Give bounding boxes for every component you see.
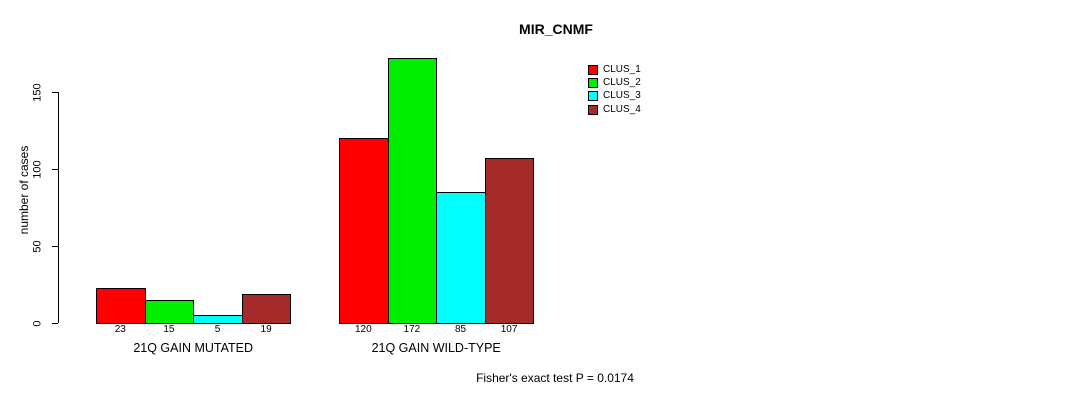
- y-axis-label: number of cases: [17, 145, 31, 235]
- bar-value-label: 107: [500, 324, 518, 335]
- y-axis-tick-label: 50: [31, 239, 44, 253]
- legend-item-clus-3: CLUS_3: [588, 90, 641, 103]
- legend-swatch-icon: [588, 64, 598, 75]
- legend-swatch-icon: [588, 77, 598, 88]
- bar-clus-1-21q-gain-mutated: [96, 287, 146, 324]
- y-axis-line: [58, 92, 60, 323]
- bar-value-label: 5: [214, 324, 221, 335]
- fisher-test-caption: Fisher's exact test P = 0.0174: [476, 371, 634, 385]
- bar-clus-2-21q-gain-mutated: [144, 299, 195, 324]
- y-axis-tick: [52, 92, 58, 94]
- bar-clus-2-21q-gain-wild-type: [387, 58, 438, 324]
- legend-swatch-icon: [588, 91, 598, 102]
- bar-value-label: 172: [403, 324, 421, 335]
- y-axis-tick-label: 150: [31, 82, 44, 102]
- bar-clus-3-21q-gain-mutated: [193, 315, 243, 324]
- y-axis-tick: [52, 246, 58, 248]
- y-axis-tick: [52, 323, 58, 325]
- category-label-21q-gain-wild-type: 21Q GAIN WILD-TYPE: [371, 341, 501, 355]
- bar-clus-4-21q-gain-mutated: [241, 293, 292, 324]
- bar-clus-4-21q-gain-wild-type: [484, 158, 535, 324]
- legend-label: CLUS_1: [603, 63, 641, 75]
- legend-label: CLUS_2: [603, 76, 641, 88]
- bar-clus-1-21q-gain-wild-type: [339, 138, 389, 324]
- legend-item-clus-1: CLUS_1: [588, 63, 641, 76]
- legend-item-clus-2: CLUS_2: [588, 76, 641, 89]
- y-axis-tick-label: 0: [31, 319, 44, 327]
- legend: CLUS_1 CLUS_2 CLUS_3 CLUS_4: [588, 63, 641, 116]
- legend-label: CLUS_3: [603, 90, 641, 102]
- bar-value-label: 23: [114, 324, 126, 335]
- chart-title: MIR_CNMF: [519, 21, 593, 37]
- category-label-21q-gain-mutated: 21Q GAIN MUTATED: [133, 341, 254, 355]
- legend-swatch-icon: [588, 104, 598, 115]
- y-axis-tick-label: 100: [31, 159, 44, 179]
- legend-label: CLUS_4: [603, 103, 641, 115]
- bar-value-label: 15: [163, 324, 175, 335]
- y-axis-tick: [52, 169, 58, 171]
- legend-item-clus-4: CLUS_4: [588, 103, 641, 116]
- bar-clus-3-21q-gain-wild-type: [436, 192, 486, 324]
- bar-value-label: 85: [454, 324, 467, 335]
- bar-value-label: 19: [260, 324, 272, 335]
- bar-value-label: 120: [354, 324, 372, 335]
